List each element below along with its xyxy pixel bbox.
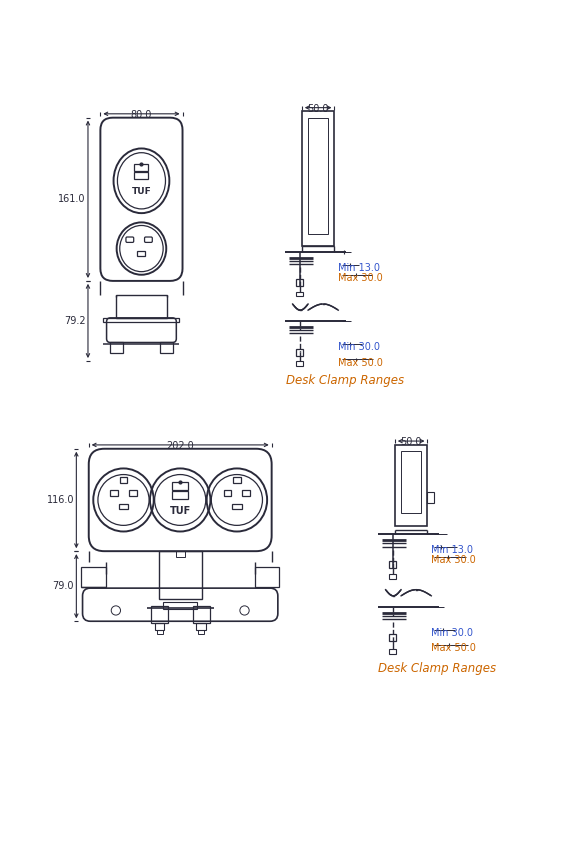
Bar bbox=[243, 490, 250, 497]
Text: Min 13.0: Min 13.0 bbox=[338, 263, 380, 272]
Bar bbox=[297, 361, 302, 366]
Text: 79.2: 79.2 bbox=[64, 316, 86, 326]
Text: Max 50.0: Max 50.0 bbox=[431, 644, 475, 653]
Bar bbox=[389, 561, 396, 568]
Bar bbox=[110, 490, 118, 497]
Bar bbox=[302, 112, 335, 247]
Bar bbox=[390, 574, 396, 579]
Text: TUF: TUF bbox=[169, 506, 191, 516]
Bar bbox=[116, 295, 167, 317]
Text: TUF: TUF bbox=[132, 187, 151, 196]
Bar bbox=[193, 606, 210, 623]
Bar bbox=[296, 279, 304, 285]
Bar bbox=[401, 451, 421, 514]
Text: Max 50.0: Max 50.0 bbox=[338, 357, 383, 368]
Text: 80.0: 80.0 bbox=[131, 110, 152, 120]
Text: Desk Clamp Ranges: Desk Clamp Ranges bbox=[378, 662, 496, 675]
Bar bbox=[134, 172, 148, 179]
Bar bbox=[254, 567, 280, 586]
Text: 50.0: 50.0 bbox=[400, 437, 422, 447]
Bar bbox=[427, 492, 434, 503]
Text: Max 30.0: Max 30.0 bbox=[431, 555, 475, 566]
Bar bbox=[134, 163, 148, 170]
Bar bbox=[172, 483, 188, 490]
Bar bbox=[163, 601, 197, 609]
Bar bbox=[137, 251, 145, 256]
Bar bbox=[233, 477, 241, 483]
Text: Desk Clamp Ranges: Desk Clamp Ranges bbox=[287, 375, 404, 388]
Bar bbox=[120, 477, 127, 483]
Bar bbox=[81, 567, 106, 586]
Text: Min 30.0: Min 30.0 bbox=[338, 343, 380, 352]
Bar bbox=[297, 292, 302, 297]
Bar bbox=[196, 623, 206, 630]
Bar bbox=[157, 630, 163, 633]
Text: 116.0: 116.0 bbox=[46, 495, 74, 505]
Text: 79.0: 79.0 bbox=[53, 581, 74, 591]
Text: Min 30.0: Min 30.0 bbox=[431, 628, 472, 638]
Text: Max 30.0: Max 30.0 bbox=[338, 272, 383, 283]
Bar bbox=[110, 343, 123, 353]
Bar bbox=[296, 349, 304, 356]
Bar bbox=[232, 503, 241, 509]
Bar bbox=[390, 649, 396, 654]
Bar bbox=[395, 445, 427, 526]
Bar bbox=[104, 317, 179, 323]
Bar bbox=[151, 606, 168, 623]
Bar bbox=[389, 634, 396, 641]
Text: 50.0: 50.0 bbox=[308, 104, 329, 114]
Bar bbox=[129, 490, 137, 497]
Bar bbox=[176, 551, 185, 557]
Bar bbox=[160, 343, 173, 353]
Bar bbox=[158, 551, 202, 599]
Bar bbox=[155, 623, 164, 630]
Text: 202.0: 202.0 bbox=[166, 441, 194, 451]
Bar bbox=[119, 503, 128, 509]
Bar bbox=[172, 491, 188, 499]
Bar bbox=[308, 118, 328, 234]
Text: 161.0: 161.0 bbox=[58, 195, 86, 204]
Text: Min 13.0: Min 13.0 bbox=[431, 546, 472, 555]
Bar bbox=[198, 630, 205, 633]
Bar bbox=[224, 490, 231, 497]
